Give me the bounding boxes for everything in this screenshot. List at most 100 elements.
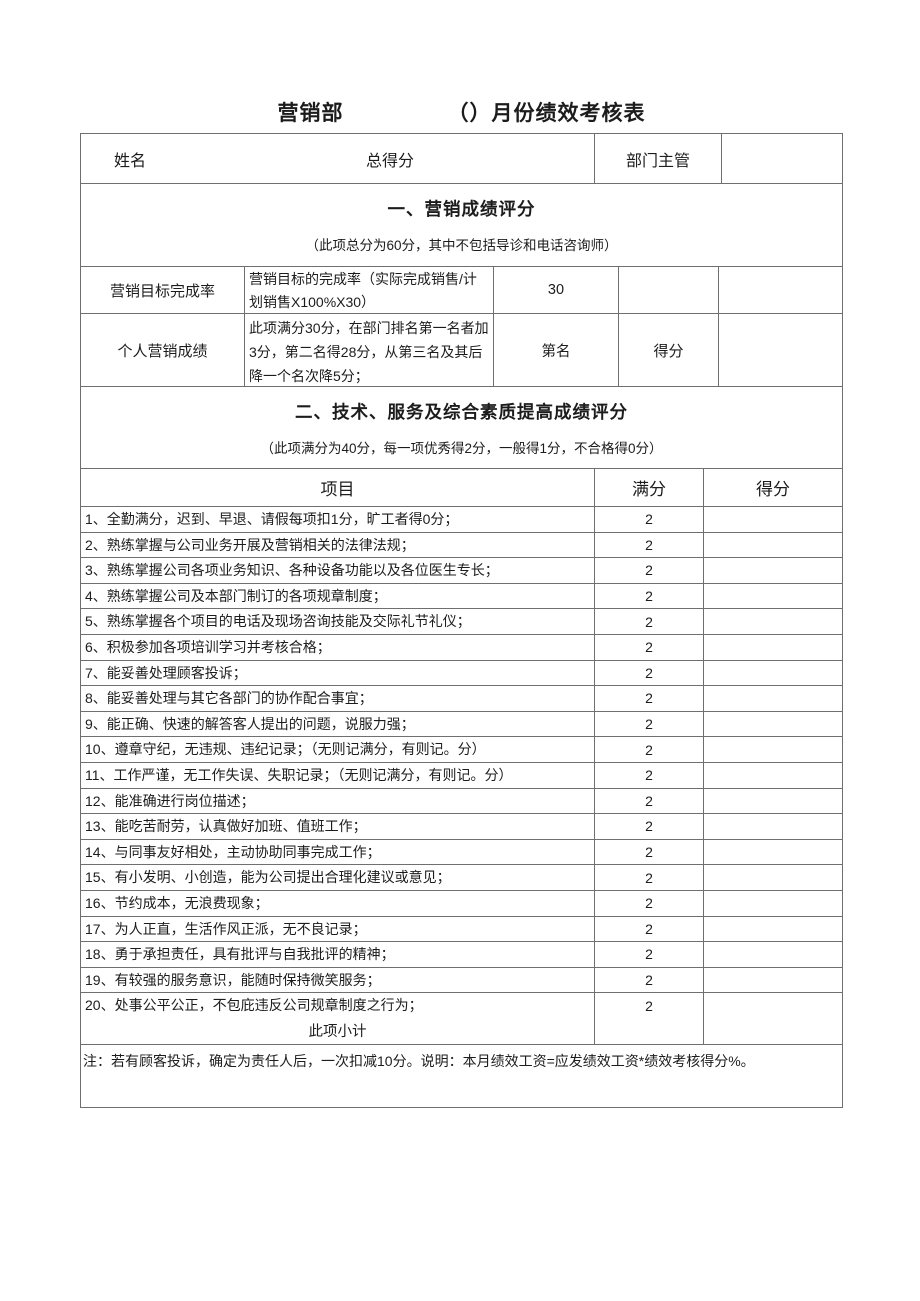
item-max-score: 2	[594, 762, 703, 788]
goal-row-score-cell	[718, 267, 842, 313]
item-score-cell	[703, 558, 842, 583]
item-row: 12、能准确进行岗位描述； 2	[81, 787, 842, 814]
note-text: 注：若有顾客投诉，确定为责任人后，一次扣减10分。说明：本月绩效工资=应发绩效工…	[83, 1052, 755, 1069]
item-score-cell	[703, 532, 842, 558]
section1-subtitle: （此项总分为60分，其中不包括导诊和电话咨询师）	[305, 238, 618, 253]
document-title: 营销部 （）月份绩效考核表	[80, 97, 843, 127]
title-department: 营销部	[277, 102, 344, 125]
goal-completion-row: 营销目标完成率 营销目标的完成率（实际完成销售/计划销售X100%X30） 30	[81, 266, 842, 313]
section2-heading: 二、技术、服务及综合素质提高成绩评分	[295, 401, 628, 422]
item-score-cell	[703, 788, 842, 814]
item-text: 20、处事公平公正，不包庇违反公司规章制度之行为；	[85, 997, 423, 1014]
items-column-header-row: 项目 满分 得分	[81, 468, 842, 506]
subtotal-label: 此项小计	[308, 1024, 367, 1041]
item-max-score: 2	[594, 558, 703, 583]
item-row: 19、有较强的服务意识，能随时保持微笑服务； 2	[81, 966, 842, 993]
item-score-cell	[703, 839, 842, 865]
item-max-score: 2	[594, 660, 703, 686]
goal-row-max-score: 30	[493, 267, 618, 313]
item-text: 14、与同事友好相处，主动协助同事完成工作；	[85, 843, 381, 860]
item-max-score: 2	[594, 634, 703, 660]
column-header-score: 得分	[703, 469, 842, 506]
name-total-cell: 姓名 总得分	[81, 134, 594, 183]
item-text: 17、为人正直，生活作风正派，无不良记录；	[85, 920, 367, 937]
section1-heading: 一、营销成绩评分	[387, 199, 536, 219]
item-text: 15、有小发明、小创造，能为公司提出合理化建议或意见；	[85, 869, 451, 886]
item-max-score: 2	[594, 507, 703, 532]
item-text: 16、节约成本，无浪费现象；	[85, 894, 269, 911]
item-row: 17、为人正直，生活作风正派，无不良记录； 2	[81, 915, 842, 942]
item-row: 7、能妥善处理顾客投诉； 2	[81, 659, 842, 686]
item-max-score: 2	[594, 788, 703, 814]
item-score-cell	[703, 993, 842, 1018]
section1-header: 一、营销成绩评分 （此项总分为60分，其中不包括导诊和电话咨询师）	[81, 183, 842, 266]
item-row: 2、熟练掌握与公司业务开展及营销相关的法律法规； 2	[81, 531, 842, 558]
subtotal-score-cell	[703, 1017, 842, 1044]
personal-sales-row: 个人营销成绩 此项满分30分，在部门排名第一名者加3分，第二名得28分，从第三名…	[81, 313, 842, 386]
item-max-score: 2	[594, 686, 703, 711]
goal-row-blank-cell	[618, 267, 718, 313]
item-text: 3、熟练掌握公司各项业务知识、各种设备功能以及各位医生专长；	[85, 562, 499, 579]
item-max-score: 2	[594, 532, 703, 558]
item-row: 3、熟练掌握公司各项业务知识、各种设备功能以及各位医生专长； 2	[81, 557, 842, 583]
item-row: 15、有小发明、小创造，能为公司提出合理化建议或意见； 2	[81, 864, 842, 890]
item-score-cell	[703, 814, 842, 839]
item-row: 20、处事公平公正，不包庇违反公司规章制度之行为； 2	[81, 992, 842, 1018]
item-text: 13、能吃苦耐劳，认真做好加班、值班工作；	[85, 818, 367, 835]
personal-row-rank-label: 第名	[493, 314, 618, 386]
item-text: 19、有较强的服务意识，能随时保持微笑服务；	[85, 971, 381, 988]
goal-row-label: 营销目标完成率	[109, 282, 215, 300]
item-max-score: 2	[594, 737, 703, 762]
item-row: 6、积极参加各项培训学习并考核合格； 2	[81, 633, 842, 660]
personal-row-description: 此项满分30分，在部门排名第一名者加3分，第二名得28分，从第三名及其后降一个名…	[244, 314, 493, 386]
item-text: 2、熟练掌握与公司业务开展及营销相关的法律法规；	[85, 536, 415, 553]
item-max-score: 2	[594, 865, 703, 890]
item-row: 18、勇于承担责任，具有批评与自我批评的精神； 2	[81, 941, 842, 967]
item-score-cell	[703, 865, 842, 890]
item-text: 12、能准确进行岗位描述；	[85, 792, 255, 809]
items-rows: 1、全勤满分，迟到、早退、请假每项扣1分，旷工者得0分； 2 2、熟练掌握与公司业务…	[81, 506, 842, 1018]
item-text: 8、能妥善处理与其它各部门的协作配合事宜；	[85, 690, 373, 707]
item-score-cell	[703, 737, 842, 762]
name-score-row: 姓名 总得分 部门主管	[81, 134, 842, 183]
item-score-cell	[703, 711, 842, 737]
subtotal-max-cell	[594, 1017, 703, 1044]
item-score-cell	[703, 762, 842, 788]
note-row: 注：若有顾客投诉，确定为责任人后，一次扣减10分。说明：本月绩效工资=应发绩效工…	[81, 1043, 842, 1109]
title-main: （）月份绩效考核表	[447, 102, 646, 125]
total-score-label: 总得分	[366, 152, 415, 170]
item-max-score: 2	[594, 711, 703, 737]
item-text: 11、工作严谨，无工作失误、失职记录；（无则记满分，有则记。分）	[85, 766, 513, 783]
item-row: 4、熟练掌握公司及本部门制订的各项规章制度； 2	[81, 582, 842, 609]
item-text: 1、全勤满分，迟到、早退、请假每项扣1分，旷工者得0分；	[85, 511, 459, 527]
item-text: 7、能妥善处理顾客投诉；	[85, 664, 247, 681]
item-text: 4、熟练掌握公司及本部门制订的各项规章制度；	[85, 587, 387, 604]
item-text: 10、遵章守纪，无违规、违纪记录；（无则记满分，有则记。分）	[85, 741, 486, 758]
supervisor-label: 部门主管	[594, 134, 721, 183]
appraisal-form-table: 姓名 总得分 部门主管 一、营销成绩评分 （此项总分为60分，其中不包括导诊和电…	[80, 133, 843, 1108]
item-max-score: 2	[594, 609, 703, 634]
item-text: 18、勇于承担责任，具有批评与自我批评的精神；	[85, 946, 395, 963]
personal-row-label: 个人营销成绩	[117, 342, 208, 360]
item-row: 11、工作严谨，无工作失误、失职记录；（无则记满分，有则记。分） 2	[81, 761, 842, 788]
item-score-cell	[703, 583, 842, 609]
item-score-cell	[703, 634, 842, 660]
item-row: 16、节约成本，无浪费现象； 2	[81, 889, 842, 916]
item-row: 8、能妥善处理与其它各部门的协作配合事宜； 2	[81, 685, 842, 711]
item-score-cell	[703, 916, 842, 942]
item-row: 13、能吃苦耐劳，认真做好加班、值班工作； 2	[81, 813, 842, 839]
item-row: 10、遵章守纪，无违规、违纪记录；（无则记满分，有则记。分） 2	[81, 736, 842, 762]
column-header-item: 项目	[320, 480, 355, 499]
item-row: 9、能正确、快速的解答客人提出的问题，说服力强； 2	[81, 710, 842, 737]
section2-subtitle: （此项满分为40分，每一项优秀得2分，一般得1分，不合格得0分）	[260, 440, 663, 456]
item-score-cell	[703, 609, 842, 634]
item-text: 9、能正确、快速的解答客人提出的问题，说服力强；	[85, 715, 415, 732]
item-text: 5、熟练掌握各个项目的电话及现场咨询技能及交际礼节礼仪；	[85, 613, 471, 630]
personal-row-score-label: 得分	[618, 314, 718, 386]
item-text: 6、积极参加各项培训学习并考核合格；	[85, 638, 331, 655]
item-row: 14、与同事友好相处，主动协助同事完成工作； 2	[81, 838, 842, 865]
item-max-score: 2	[594, 890, 703, 916]
item-max-score: 2	[594, 967, 703, 993]
item-max-score: 2	[594, 993, 703, 1018]
